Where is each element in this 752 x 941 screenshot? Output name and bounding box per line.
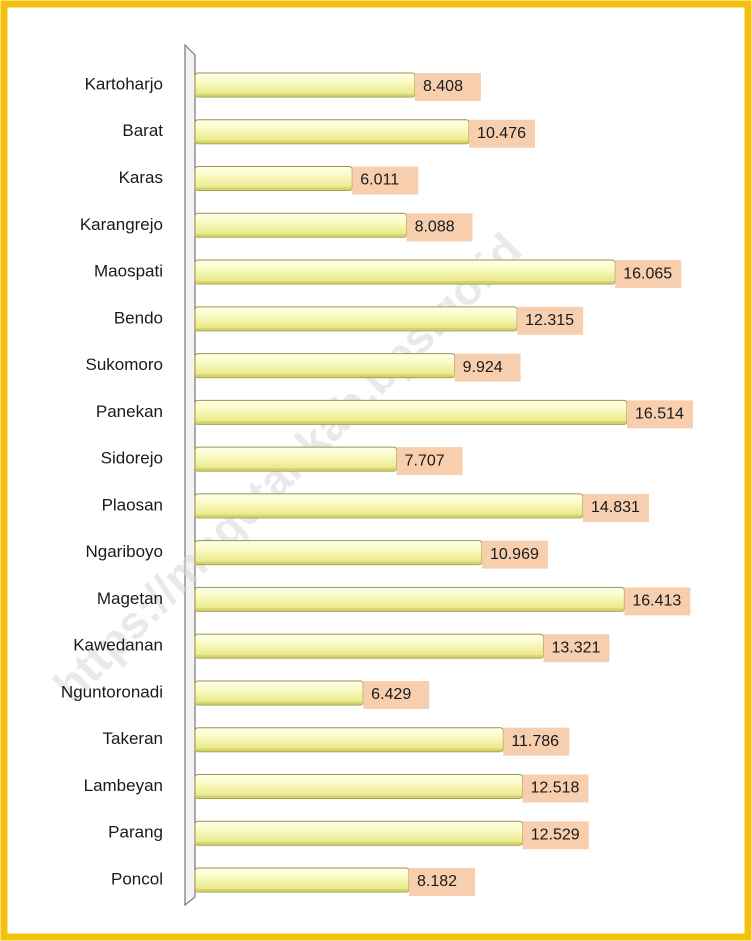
bar (194, 446, 398, 472)
value-label-bg (517, 306, 584, 335)
bar (194, 540, 483, 566)
value-label-bg (627, 400, 693, 429)
bar-shadow (195, 187, 353, 191)
bar (194, 259, 616, 285)
value-label-bg (352, 166, 419, 195)
bar (194, 680, 364, 706)
bar (194, 773, 523, 799)
category-label: Kartoharjo (85, 74, 163, 93)
category-label: Nguntoronadi (61, 682, 163, 701)
value-label-bg (454, 353, 521, 382)
value-label-bg (406, 213, 473, 242)
bar-shadow (195, 94, 415, 97)
value-label-bg (522, 821, 589, 850)
bar-shadow (195, 140, 470, 144)
category-label: Kawedanan (73, 636, 163, 655)
value-label: 12.518 (530, 780, 579, 797)
value-label: 7.707 (405, 452, 445, 469)
category-label: Sukomoro (86, 355, 163, 374)
bar-shadow (195, 281, 616, 285)
bar (194, 306, 518, 332)
category-label: Lambeyan (84, 776, 163, 795)
value-label-bg (582, 493, 649, 522)
value-label: 9.924 (463, 359, 503, 376)
value-label-bg (615, 260, 682, 289)
axis-wall (184, 43, 196, 907)
value-label-bg (414, 73, 481, 101)
value-label-bg (469, 119, 536, 148)
value-label-bg (543, 634, 610, 663)
bar-shadow (195, 608, 625, 612)
category-label: Barat (122, 121, 163, 140)
category-label: Karas (119, 168, 163, 187)
value-label: 16.514 (635, 406, 684, 423)
value-label: 10.969 (490, 546, 539, 563)
value-label: 13.321 (551, 639, 600, 656)
value-label: 16.065 (623, 265, 672, 282)
bar (194, 820, 524, 846)
value-label: 8.408 (423, 78, 463, 95)
category-label: Sidorejo (101, 449, 163, 468)
bar-shadow (195, 842, 523, 846)
category-label: Karangrejo (80, 215, 163, 234)
category-label: Panekan (96, 402, 163, 421)
bar (194, 399, 628, 425)
value-label: 6.011 (360, 172, 399, 189)
bar (194, 353, 456, 379)
category-label: Poncol (111, 869, 163, 888)
bar-shadow (195, 561, 482, 565)
value-label: 11.786 (511, 733, 559, 750)
value-label: 8.088 (415, 219, 455, 236)
bar (194, 212, 408, 238)
bar (194, 586, 625, 612)
bar-shadow (195, 889, 410, 892)
value-label-bg (522, 774, 589, 803)
bar-shadow (195, 514, 583, 518)
bar (194, 867, 410, 893)
bar-shadow (195, 655, 544, 659)
value-label-bg (624, 587, 691, 616)
value-label: 14.831 (591, 499, 640, 516)
bar-shadow (195, 421, 627, 425)
category-label: Ngariboyo (86, 542, 164, 561)
bar-shadow (195, 701, 364, 705)
bar (194, 727, 504, 753)
category-label: Bendo (114, 308, 163, 327)
category-label: Takeran (103, 729, 163, 748)
value-label-bg (396, 447, 463, 476)
value-label: 8.182 (417, 873, 457, 890)
bar (194, 72, 416, 98)
value-label-bg (481, 540, 548, 569)
bar (194, 119, 470, 145)
category-label: Parang (108, 823, 163, 842)
bar-shadow (195, 748, 504, 752)
value-label: 10.476 (477, 125, 526, 142)
bar-shadow (195, 234, 407, 238)
value-label-bg (363, 680, 430, 709)
value-label: 12.529 (531, 826, 580, 843)
bar-shadow (195, 795, 523, 799)
value-label: 12.315 (525, 312, 574, 329)
category-label: Magetan (97, 589, 163, 608)
value-label: 16.413 (632, 593, 681, 610)
bar (194, 633, 544, 659)
bar-shadow (195, 327, 518, 331)
value-label-bg (409, 868, 476, 896)
category-label: Plaosan (102, 495, 163, 514)
value-label: 6.429 (371, 686, 411, 703)
bar-shadow (195, 374, 455, 378)
bar-shadow (195, 468, 397, 472)
bar (194, 493, 584, 519)
value-label-bg (503, 727, 570, 756)
category-label: Maospati (94, 262, 163, 281)
bar (194, 166, 353, 192)
